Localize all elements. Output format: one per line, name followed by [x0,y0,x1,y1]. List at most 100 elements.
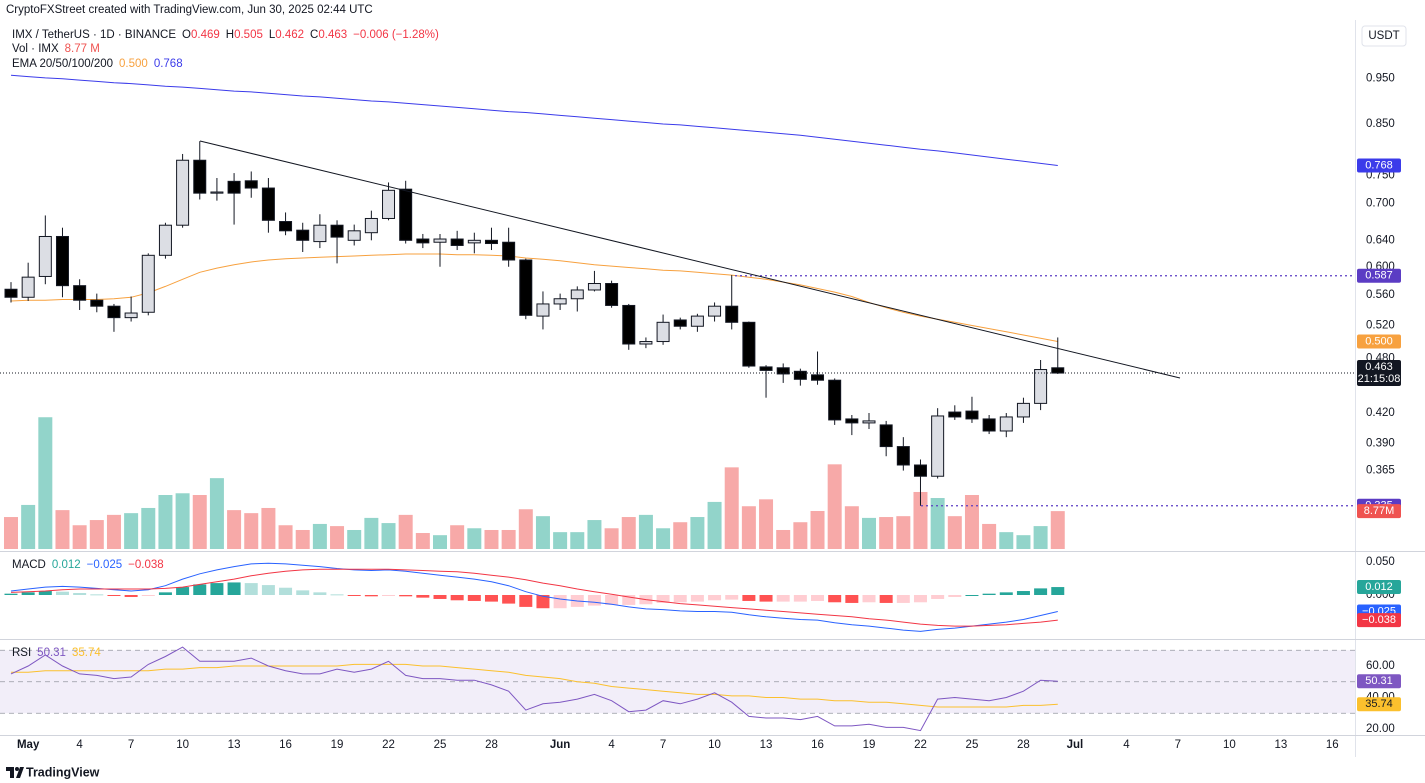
histogram-bar [416,595,430,598]
ema-line [10,74,1058,166]
histogram-bar [519,595,533,607]
volume-bar [21,504,36,549]
ema-value: 0.500 [119,58,148,70]
candle-body [296,229,310,241]
badge-label: 50.31 [1365,675,1393,687]
volume-bar [827,464,842,549]
y-tick-label: 0.560 [1366,289,1395,301]
volume-bar [347,529,362,549]
price-badge [1357,268,1401,283]
volume-bar [844,506,859,549]
volume-value: 8.77 M [65,43,100,55]
candle-body [587,283,601,291]
candle-body [141,254,155,313]
macd-line [10,562,1058,632]
histogram-bar [862,595,876,603]
histogram-bar [845,595,859,603]
histogram-bar [622,595,636,605]
histogram-bar [502,595,516,604]
candle-body [793,370,807,380]
histogram-bar [536,595,550,609]
volume-bar [364,517,379,549]
volume-bar [484,529,499,549]
volume-bar [964,495,979,549]
histogram-bar [587,595,601,606]
price-badge [1357,360,1401,387]
histogram-bar [399,595,413,597]
volume-bar [896,516,911,549]
ema-value: 0.768 [154,58,183,70]
ohlc-value: 0.469 [191,29,220,41]
price-badge [1357,674,1401,689]
currency: USDT [1368,30,1399,42]
candle-body [965,410,979,420]
badge-label: 8.77M [1364,505,1395,517]
histogram-bar [4,593,18,595]
candle-body [982,418,996,432]
volume-bar [879,517,894,549]
histogram-bar [965,595,979,596]
candle-body [244,180,258,189]
candle-body [879,424,893,448]
volume-bar [141,507,156,549]
histogram-bar [913,595,927,603]
symbol: IMX / TetherUS · 1D · BINANCE [12,29,176,41]
x-tick-label: 7 [128,739,134,751]
histogram-bar [55,591,69,595]
histogram-bar [244,583,258,595]
histogram-bar [811,595,825,601]
candle-body [948,411,962,418]
volume-bar [55,510,70,549]
histogram-bar [931,595,945,599]
volume-bar [1033,526,1048,549]
histogram-bar [776,595,790,602]
candle-body [330,224,344,238]
change: −0.006 (−1.28%) [353,29,439,41]
ohlc-value: 0.505 [234,29,263,41]
x-tick-label: 13 [1274,739,1287,751]
volume-bar [415,533,430,549]
price-badge [1357,334,1401,349]
y-tick-label: 0.420 [1366,407,1395,419]
y-tick-label: 0.640 [1366,234,1395,246]
ema-line [10,253,1058,342]
volume-bar [433,535,447,549]
x-tick-label: 7 [660,739,666,751]
ohlc-value: 0.462 [275,29,304,41]
rsi-line [10,646,1058,732]
candle-body [124,312,138,319]
x-tick-label: 13 [228,739,241,751]
histogram-bar [1016,591,1030,595]
candle-body [313,224,327,243]
histogram-bar [382,595,396,596]
badge-label: 0.587 [1365,270,1393,282]
x-tick-label: 16 [279,739,292,751]
y-tick-label: 0.700 [1366,198,1395,210]
volume-bar [261,507,276,549]
candle-body [605,283,619,306]
candle-body [4,288,18,298]
candle-body [158,224,172,256]
candle-body [690,315,704,327]
volume-bar [656,528,671,549]
volume-bar [330,526,345,549]
candle-body [279,221,293,232]
badge-label: 0.500 [1365,335,1393,347]
macd-value: −0.025 [87,559,123,571]
candle-body [55,235,69,287]
volume-bar [4,517,18,549]
x-tick-label: 10 [1223,739,1236,751]
volume-bar [124,513,139,549]
volume-bar [776,529,791,549]
candle-body [1051,367,1065,374]
footer-brand: TradingView [26,765,100,779]
candle-body [742,321,756,367]
volume-bar [930,498,945,549]
histogram-bar [107,595,121,596]
volume-bar [450,525,465,549]
x-tick-label: 28 [1017,739,1030,751]
volume-bar [278,525,293,549]
volume-label: Vol · IMX [12,43,59,55]
x-tick-label: 19 [863,739,876,751]
